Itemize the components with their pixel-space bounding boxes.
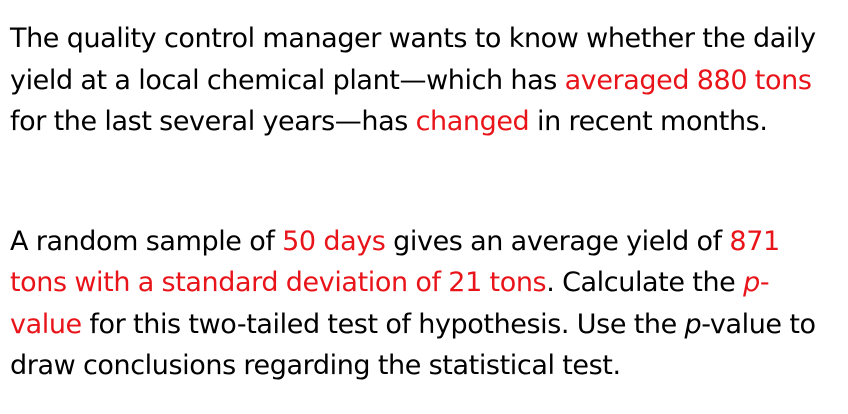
task-text-2: gives an average yield of [385,225,730,257]
highlight-p-value-suffix: -value [10,267,770,340]
task-text-1: A random sample of [10,225,283,257]
highlight-sample-size: 50 days [282,225,386,257]
task-text-3: . Calculate the [546,267,744,298]
p-letter-italic: p [684,308,702,340]
problem-paragraph-task: A random sample of 50 days gives an aver… [10,221,828,387]
context-text-3: in recent months. [529,106,768,137]
highlight-p-letter: p [743,267,760,298]
highlight-average-yield: averaged 880 tons [564,64,812,96]
problem-paragraph-context: The quality control manager wants to kno… [10,18,828,143]
highlight-changed: changed [415,106,530,137]
highlight-sample-stats: 871 tons with a standard deviation of 21… [10,225,780,299]
context-text-1: The quality control manager wants to kno… [10,23,816,96]
context-text-2: for the last several years—has [10,106,416,137]
task-text-4: for this two-tailed test of hypothesis. … [81,308,685,340]
task-text-5: -value to draw conclusions regarding the… [10,308,816,382]
